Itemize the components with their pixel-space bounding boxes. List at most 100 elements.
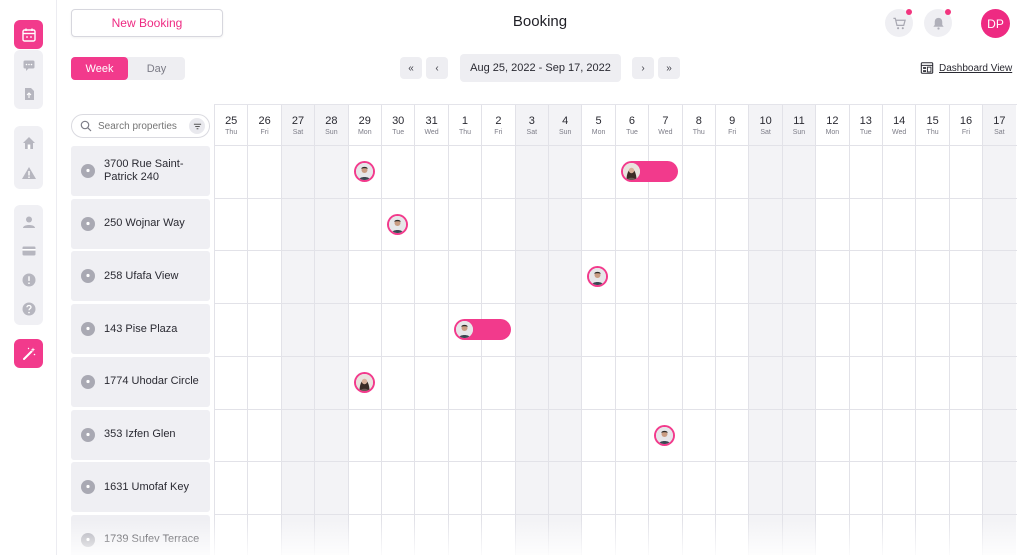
filter-button[interactable] <box>189 118 205 134</box>
property-name: 143 Pise Plaza <box>104 322 178 335</box>
new-booking-button[interactable]: New Booking <box>71 9 223 37</box>
location-pin-icon <box>81 374 95 389</box>
weekday-label: Sun <box>325 129 338 136</box>
day-column: 7 Wed <box>648 105 681 555</box>
next-page-button[interactable]: › <box>632 57 654 79</box>
alert-icon[interactable] <box>14 265 43 294</box>
booking-bar[interactable] <box>453 319 511 341</box>
weekday-label: Sat <box>994 129 1005 136</box>
property-name: 1631 Umofaf Key <box>104 480 189 493</box>
weekday-label: Wed <box>658 129 673 136</box>
last-page-button[interactable]: » <box>658 57 680 79</box>
day-column: 11 Sun <box>781 105 816 555</box>
day-column: 30 Tue <box>381 105 414 555</box>
warning-icon[interactable] <box>14 158 43 187</box>
weekday-label: Sat <box>526 129 538 136</box>
day-column: 31 Wed <box>414 105 447 555</box>
first-page-button[interactable]: « <box>400 57 422 79</box>
date-range-label[interactable]: Aug 25, 2022 - Sep 17, 2022 <box>460 54 621 82</box>
day-number: 5 <box>595 115 602 127</box>
tab-week[interactable]: Week <box>71 57 128 80</box>
location-pin-icon <box>81 216 95 231</box>
weekday-label: Mon <box>825 129 840 136</box>
day-number: 29 <box>358 115 371 127</box>
property-name: 1774 Uhodar Circle <box>104 375 199 388</box>
row-divider <box>214 250 1017 252</box>
user-icon[interactable] <box>14 207 43 236</box>
search-icon <box>80 120 92 132</box>
row-divider <box>214 461 1017 463</box>
magic-wand-icon[interactable] <box>14 339 43 368</box>
day-number: 13 <box>859 115 872 127</box>
home-icon[interactable] <box>14 128 43 157</box>
row-divider <box>214 145 1017 146</box>
weekday-label: Thu <box>926 129 939 136</box>
weekday-label: Mon <box>591 129 606 136</box>
booking-marker[interactable] <box>353 371 375 393</box>
location-pin-icon <box>81 322 95 337</box>
bell-notification-dot <box>945 9 951 15</box>
booking-marker[interactable] <box>353 161 375 182</box>
prev-page-button[interactable]: ‹ <box>426 57 448 79</box>
page-title: Booking <box>512 13 568 30</box>
chat-icon[interactable] <box>14 50 43 79</box>
day-column: 28 Sun <box>314 105 348 555</box>
booking-marker[interactable] <box>654 424 676 446</box>
weekday-label: Thu <box>225 129 238 136</box>
property-row[interactable]: 258 Ufafa View <box>71 251 210 302</box>
guest-avatar-woman-icon <box>355 373 373 391</box>
day-number: 28 <box>325 115 338 127</box>
property-row[interactable]: 3700 Rue Saint-Patrick 240 <box>71 146 210 196</box>
guest-avatar-man-icon <box>389 215 406 233</box>
property-row[interactable]: 250 Wojnar Way <box>71 198 210 249</box>
weekday-label: Fri <box>728 129 737 136</box>
day-number: 17 <box>993 115 1006 127</box>
property-row[interactable]: 1774 Uhodar Circle <box>71 356 210 407</box>
booking-marker[interactable] <box>387 213 408 235</box>
cart-notification-dot <box>906 9 912 15</box>
tab-day[interactable]: Day <box>146 62 167 75</box>
day-number: 14 <box>893 115 906 127</box>
day-number: 27 <box>291 115 305 127</box>
notifications-button[interactable] <box>924 9 952 37</box>
booking-marker[interactable] <box>587 266 609 288</box>
day-number: 31 <box>425 115 438 127</box>
day-number: 8 <box>695 115 702 127</box>
weekday-label: Thu <box>692 129 705 136</box>
day-column: 1 Thu <box>447 105 481 555</box>
day-number: 9 <box>729 115 736 127</box>
weekday-label: Tue <box>626 129 638 136</box>
dashboard-icon <box>920 62 934 74</box>
calendar-icon[interactable] <box>14 20 43 49</box>
location-pin-icon <box>81 427 95 442</box>
day-column: 4 Sun <box>548 105 582 555</box>
property-name: 353 Izfen Glen <box>104 428 176 440</box>
day-column: 16 Fri <box>948 105 982 555</box>
row-divider <box>214 513 1017 515</box>
day-column: 8 Thu <box>681 105 715 555</box>
cart-button[interactable] <box>885 9 913 37</box>
help-icon[interactable] <box>14 294 43 323</box>
property-row[interactable]: 353 Izfen Glen <box>71 409 210 460</box>
calendar-grid: 25 Thu 26 Fri 27 Sat 28 Sun 29 Mon 30 Tue 31 Wed 1 Thu 2… <box>214 104 1017 555</box>
property-row[interactable]: 1739 Sufev Terrace <box>71 514 210 555</box>
day-number: 12 <box>826 115 839 127</box>
document-icon[interactable] <box>14 79 43 108</box>
guest-avatar-man-icon <box>455 321 473 339</box>
user-avatar[interactable]: DP <box>981 9 1010 38</box>
weekday-label: Wed <box>892 129 907 136</box>
row-divider <box>214 355 1017 357</box>
property-row[interactable]: 143 Pise Plaza <box>71 304 210 355</box>
credit-card-icon[interactable] <box>14 236 43 265</box>
day-column: 25 Thu <box>214 105 247 555</box>
property-row[interactable]: 1631 Umofaf Key <box>71 462 210 513</box>
search-input[interactable] <box>98 120 184 132</box>
property-name: 1739 Sufev Terrace <box>104 533 200 546</box>
day-column: 3 Sat <box>514 105 548 555</box>
dashboard-view-link[interactable]: Dashboard View <box>920 61 1012 75</box>
day-number: 16 <box>959 115 973 127</box>
booking-bar[interactable] <box>620 161 678 182</box>
property-name: 258 Ufafa View <box>104 269 179 282</box>
day-number: 25 <box>225 115 238 127</box>
day-number: 15 <box>926 115 939 127</box>
